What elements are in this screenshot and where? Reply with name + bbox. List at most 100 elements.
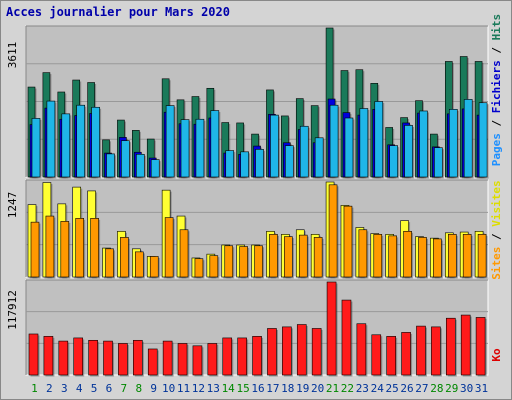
kb-bar — [445, 317, 456, 376]
pages-bar — [404, 125, 413, 178]
pages-bar — [255, 149, 264, 178]
pages-bar — [434, 147, 443, 178]
sites-bar — [462, 234, 472, 278]
x-tick-label: 10 — [162, 382, 175, 395]
pages-bar — [285, 145, 294, 178]
pages-bar — [180, 119, 190, 178]
sites-bar — [30, 221, 40, 278]
legend-part: Fichiers — [490, 60, 503, 113]
pages-bar — [150, 159, 160, 178]
x-tick-label: 4 — [76, 382, 83, 395]
pages-bar — [314, 137, 324, 178]
pages-bar — [61, 113, 71, 178]
legend-label-1: Pages / Fichiers / Hits — [490, 14, 503, 166]
sites-bar — [179, 229, 189, 278]
kb-bar — [118, 343, 128, 376]
pages-bar — [478, 102, 488, 178]
kb-bar — [28, 333, 39, 376]
pages-bar — [374, 101, 384, 178]
x-tick-label: 7 — [121, 382, 128, 395]
x-tick-label: 16 — [251, 382, 264, 395]
sites-bar — [418, 237, 427, 278]
pages-bar — [270, 114, 279, 178]
pages-bar — [136, 154, 145, 178]
sites-bar — [45, 215, 55, 278]
kb-bar — [162, 340, 173, 376]
kb-bar — [416, 325, 426, 376]
kb-bar — [192, 345, 203, 376]
x-tick-label: 8 — [135, 382, 142, 395]
x-tick-label: 14 — [222, 382, 236, 395]
pages-bar — [106, 153, 115, 178]
pages-bar — [121, 140, 130, 178]
legend-part: / — [490, 227, 503, 247]
kb-bar — [475, 317, 486, 376]
x-tick-label: 26 — [400, 382, 413, 395]
sites-bar — [194, 258, 204, 278]
kb-bar — [207, 343, 218, 376]
kb-bar — [311, 328, 322, 376]
sites-bar — [358, 229, 368, 278]
legend-part: Hits — [490, 14, 503, 41]
pages-bar — [46, 100, 56, 178]
pages-bar — [210, 110, 220, 178]
x-tick-label: 12 — [192, 382, 205, 395]
legend-part: Ko — [490, 348, 503, 362]
sites-bar — [433, 238, 442, 278]
legend-part: / — [490, 40, 503, 60]
x-tick-label: 28 — [430, 382, 443, 395]
pages-bar — [225, 150, 235, 178]
kb-bar — [431, 326, 441, 376]
sites-bar — [120, 237, 129, 278]
pages-bar — [76, 104, 86, 178]
kb-bar — [282, 326, 292, 376]
x-tick-label: 22 — [341, 382, 354, 395]
legend-part: Sites — [490, 247, 503, 280]
sites-bar — [239, 246, 248, 278]
x-tick-label: 3 — [61, 382, 68, 395]
sites-bar — [224, 245, 234, 278]
x-tick-label: 17 — [266, 382, 279, 395]
pages-bar — [419, 110, 428, 178]
x-tick-label: 23 — [356, 382, 369, 395]
sites-bar — [447, 234, 457, 278]
kb-bar — [237, 337, 247, 376]
x-tick-label: 5 — [91, 382, 98, 395]
sites-bar — [269, 234, 278, 278]
legend-label-2: Sites / Visites — [490, 180, 503, 279]
y-max-label-3: 117912 — [6, 290, 19, 330]
sites-bar — [60, 221, 70, 278]
legend-part: / — [490, 113, 503, 133]
x-tick-label: 19 — [296, 382, 309, 395]
pages-bar — [165, 105, 175, 178]
kb-bar — [356, 323, 367, 376]
kb-bar — [252, 336, 262, 376]
kb-bar — [371, 334, 382, 376]
x-tick-label: 29 — [445, 382, 458, 395]
kb-bar — [133, 339, 143, 376]
kb-bar — [177, 343, 188, 376]
pages-bar — [329, 104, 339, 178]
kb-bar — [222, 337, 233, 376]
sites-bar — [298, 234, 308, 278]
pages-bar — [344, 117, 354, 178]
sites-bar — [403, 230, 412, 278]
sites-bar — [164, 217, 174, 278]
pages-bar — [91, 106, 100, 178]
x-tick-label: 21 — [326, 382, 339, 395]
pages-bar — [31, 118, 41, 178]
chart-title: Acces journalier pour Mars 2020 — [6, 5, 230, 19]
pages-bar — [463, 99, 473, 178]
x-tick-label: 18 — [281, 382, 294, 395]
sites-bar — [313, 237, 323, 278]
sites-bar — [90, 218, 99, 278]
sites-bar — [343, 205, 353, 278]
x-tick-label: 11 — [177, 382, 190, 395]
pages-bar — [195, 118, 205, 178]
x-tick-label: 24 — [371, 382, 385, 395]
pages-bar — [448, 109, 458, 178]
kb-bar — [386, 336, 396, 376]
sites-bar — [477, 234, 487, 278]
sites-bar — [388, 235, 397, 278]
